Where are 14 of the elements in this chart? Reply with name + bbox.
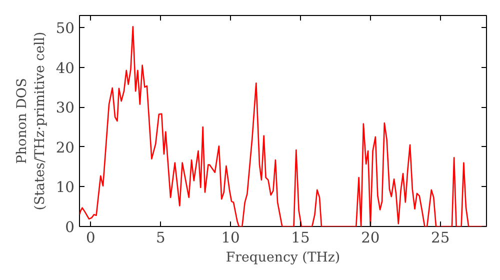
x-tick-label: 5 bbox=[156, 230, 166, 246]
x-tick-label: 25 bbox=[431, 230, 450, 246]
x-axis-title: Frequency (THz) bbox=[226, 250, 340, 266]
y-tick-label: 20 bbox=[56, 139, 75, 156]
x-tick-label: 15 bbox=[291, 230, 310, 246]
y-tick-label: 40 bbox=[56, 60, 75, 77]
y-tick-label: 0 bbox=[65, 219, 75, 236]
y-axis-title: Phonon DOS (States/THz·primitive cell) bbox=[14, 32, 48, 210]
y-tick-label: 10 bbox=[56, 179, 75, 196]
x-tick-label: 0 bbox=[86, 230, 96, 246]
y-tick-label: 30 bbox=[56, 100, 75, 117]
y-tick-label: 50 bbox=[56, 20, 75, 37]
x-tick-label: 10 bbox=[221, 230, 240, 246]
x-tick-label: 20 bbox=[361, 230, 380, 246]
